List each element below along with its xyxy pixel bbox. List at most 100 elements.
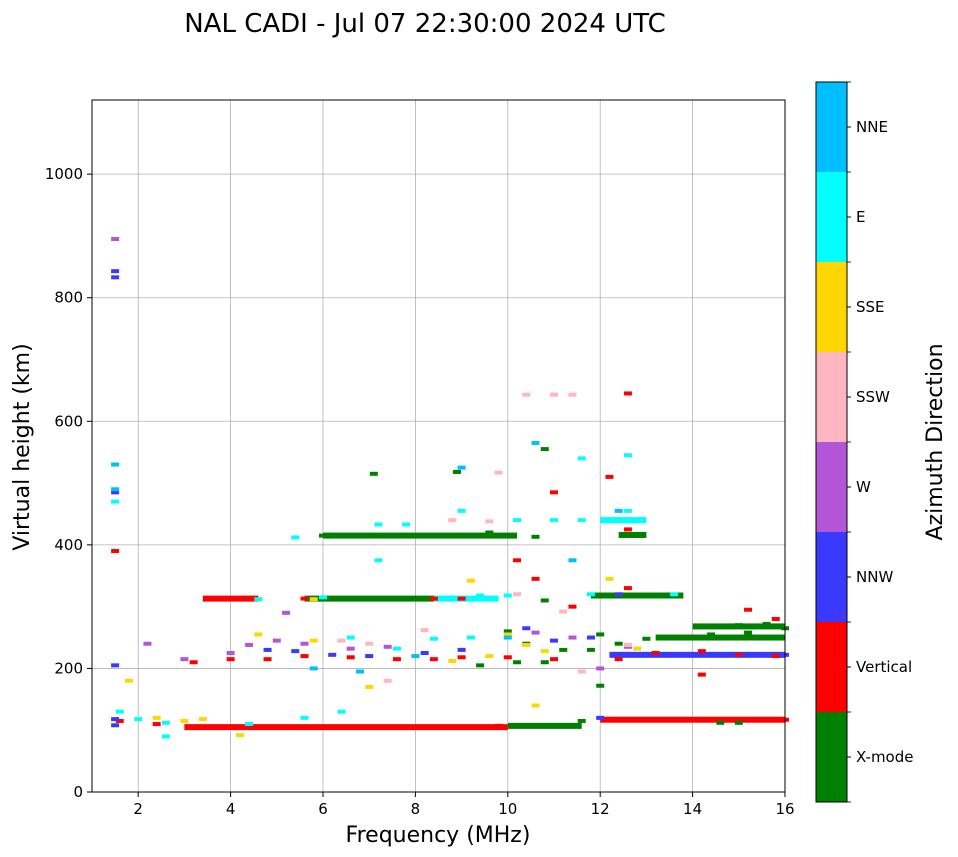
echo-point	[457, 596, 466, 601]
echo-point	[124, 678, 133, 683]
echo-point	[531, 630, 540, 635]
echo-point	[439, 725, 448, 730]
plot-frame	[91, 99, 786, 793]
echo-point	[485, 530, 494, 535]
y-tick-label: 600	[54, 412, 83, 430]
echo-point	[254, 632, 263, 637]
colorbar-tick-label: SSW	[856, 388, 890, 406]
echo-point	[762, 717, 771, 722]
echo-point	[245, 642, 254, 647]
echo-point	[586, 647, 595, 652]
echo-point	[226, 650, 235, 655]
echo-point	[346, 646, 355, 651]
echo-point	[365, 641, 374, 646]
echo-point	[383, 596, 392, 601]
echo-points	[111, 237, 789, 739]
colorbar-tick-label: NNE	[856, 118, 888, 136]
echo-point	[531, 703, 540, 708]
echo-point	[522, 392, 531, 397]
echo-point	[503, 655, 512, 660]
plot-background	[92, 100, 785, 792]
echo-point	[457, 655, 466, 660]
echo-point	[614, 508, 623, 513]
echo-point	[540, 660, 549, 665]
echo-point	[420, 628, 429, 633]
colorbar-swatch	[816, 262, 847, 352]
echo-point	[522, 723, 531, 728]
echo-point	[392, 646, 401, 651]
echo-point	[596, 632, 605, 637]
echo-point	[550, 723, 558, 728]
echo-point	[300, 641, 309, 646]
echo-point	[416, 597, 425, 602]
echo-point	[429, 596, 438, 601]
colorbar-swatch	[816, 622, 847, 712]
echo-point	[596, 666, 605, 671]
echo-point	[734, 623, 743, 628]
echo-point	[111, 487, 120, 492]
echo-point	[383, 678, 392, 683]
echo-point	[688, 717, 697, 722]
echo-point	[365, 684, 374, 689]
colorbar-swatch	[816, 712, 847, 802]
colorbar-label: Azimuth Direction	[923, 343, 948, 540]
echo-point	[392, 657, 401, 662]
echo-point	[180, 718, 189, 723]
colorbar-tick-label: W	[856, 478, 871, 496]
echo-point	[540, 447, 549, 452]
echo-point	[263, 647, 272, 652]
echo-point	[716, 720, 725, 725]
echo-point	[540, 598, 549, 603]
echo-point	[559, 609, 568, 614]
echo-point	[439, 533, 448, 538]
echo-point	[374, 533, 383, 538]
trace-band	[507, 722, 582, 729]
echo-point	[466, 533, 475, 538]
colorbar-swatch	[816, 172, 847, 262]
echo-point	[180, 657, 189, 662]
y-tick-label: 200	[54, 659, 83, 677]
echo-point	[577, 669, 586, 674]
echo-point	[369, 471, 378, 476]
echo-point	[660, 652, 669, 657]
echo-point	[355, 725, 364, 730]
echo-point	[559, 647, 568, 652]
echo-point	[161, 720, 170, 725]
echo-point	[111, 269, 120, 274]
colorbar-swatch	[816, 82, 847, 172]
echo-point	[707, 624, 716, 629]
echo-point	[503, 635, 512, 640]
trace-band	[433, 595, 499, 602]
x-tick-label: 16	[775, 800, 794, 818]
echo-point	[476, 663, 485, 668]
colorbar-swatch	[816, 532, 847, 622]
echo-point	[697, 649, 706, 654]
x-tick-label: 6	[318, 800, 328, 818]
echo-point	[346, 596, 355, 601]
echo-point	[300, 725, 309, 730]
x-tick-label: 4	[226, 800, 236, 818]
echo-point	[670, 592, 679, 597]
echo-point	[623, 652, 632, 657]
echo-point	[328, 725, 337, 730]
echo-point	[337, 638, 346, 643]
colorbar-tick-label: E	[856, 208, 865, 226]
echo-point	[623, 391, 632, 396]
echo-point	[734, 720, 743, 725]
plot-area	[92, 100, 785, 792]
echo-point	[494, 723, 503, 728]
echo-point	[189, 660, 198, 665]
colorbar-tick-label: Vertical	[856, 658, 912, 676]
echo-point	[448, 518, 457, 523]
echo-point	[707, 632, 716, 637]
trace-band	[184, 724, 508, 731]
x-tick-label: 10	[498, 800, 517, 818]
echo-point	[614, 717, 623, 722]
echo-point	[614, 641, 623, 646]
echo-point	[605, 474, 614, 479]
echo-point	[513, 518, 522, 523]
echo-point	[429, 657, 438, 662]
echo-point	[245, 725, 254, 730]
echo-point	[596, 683, 605, 688]
